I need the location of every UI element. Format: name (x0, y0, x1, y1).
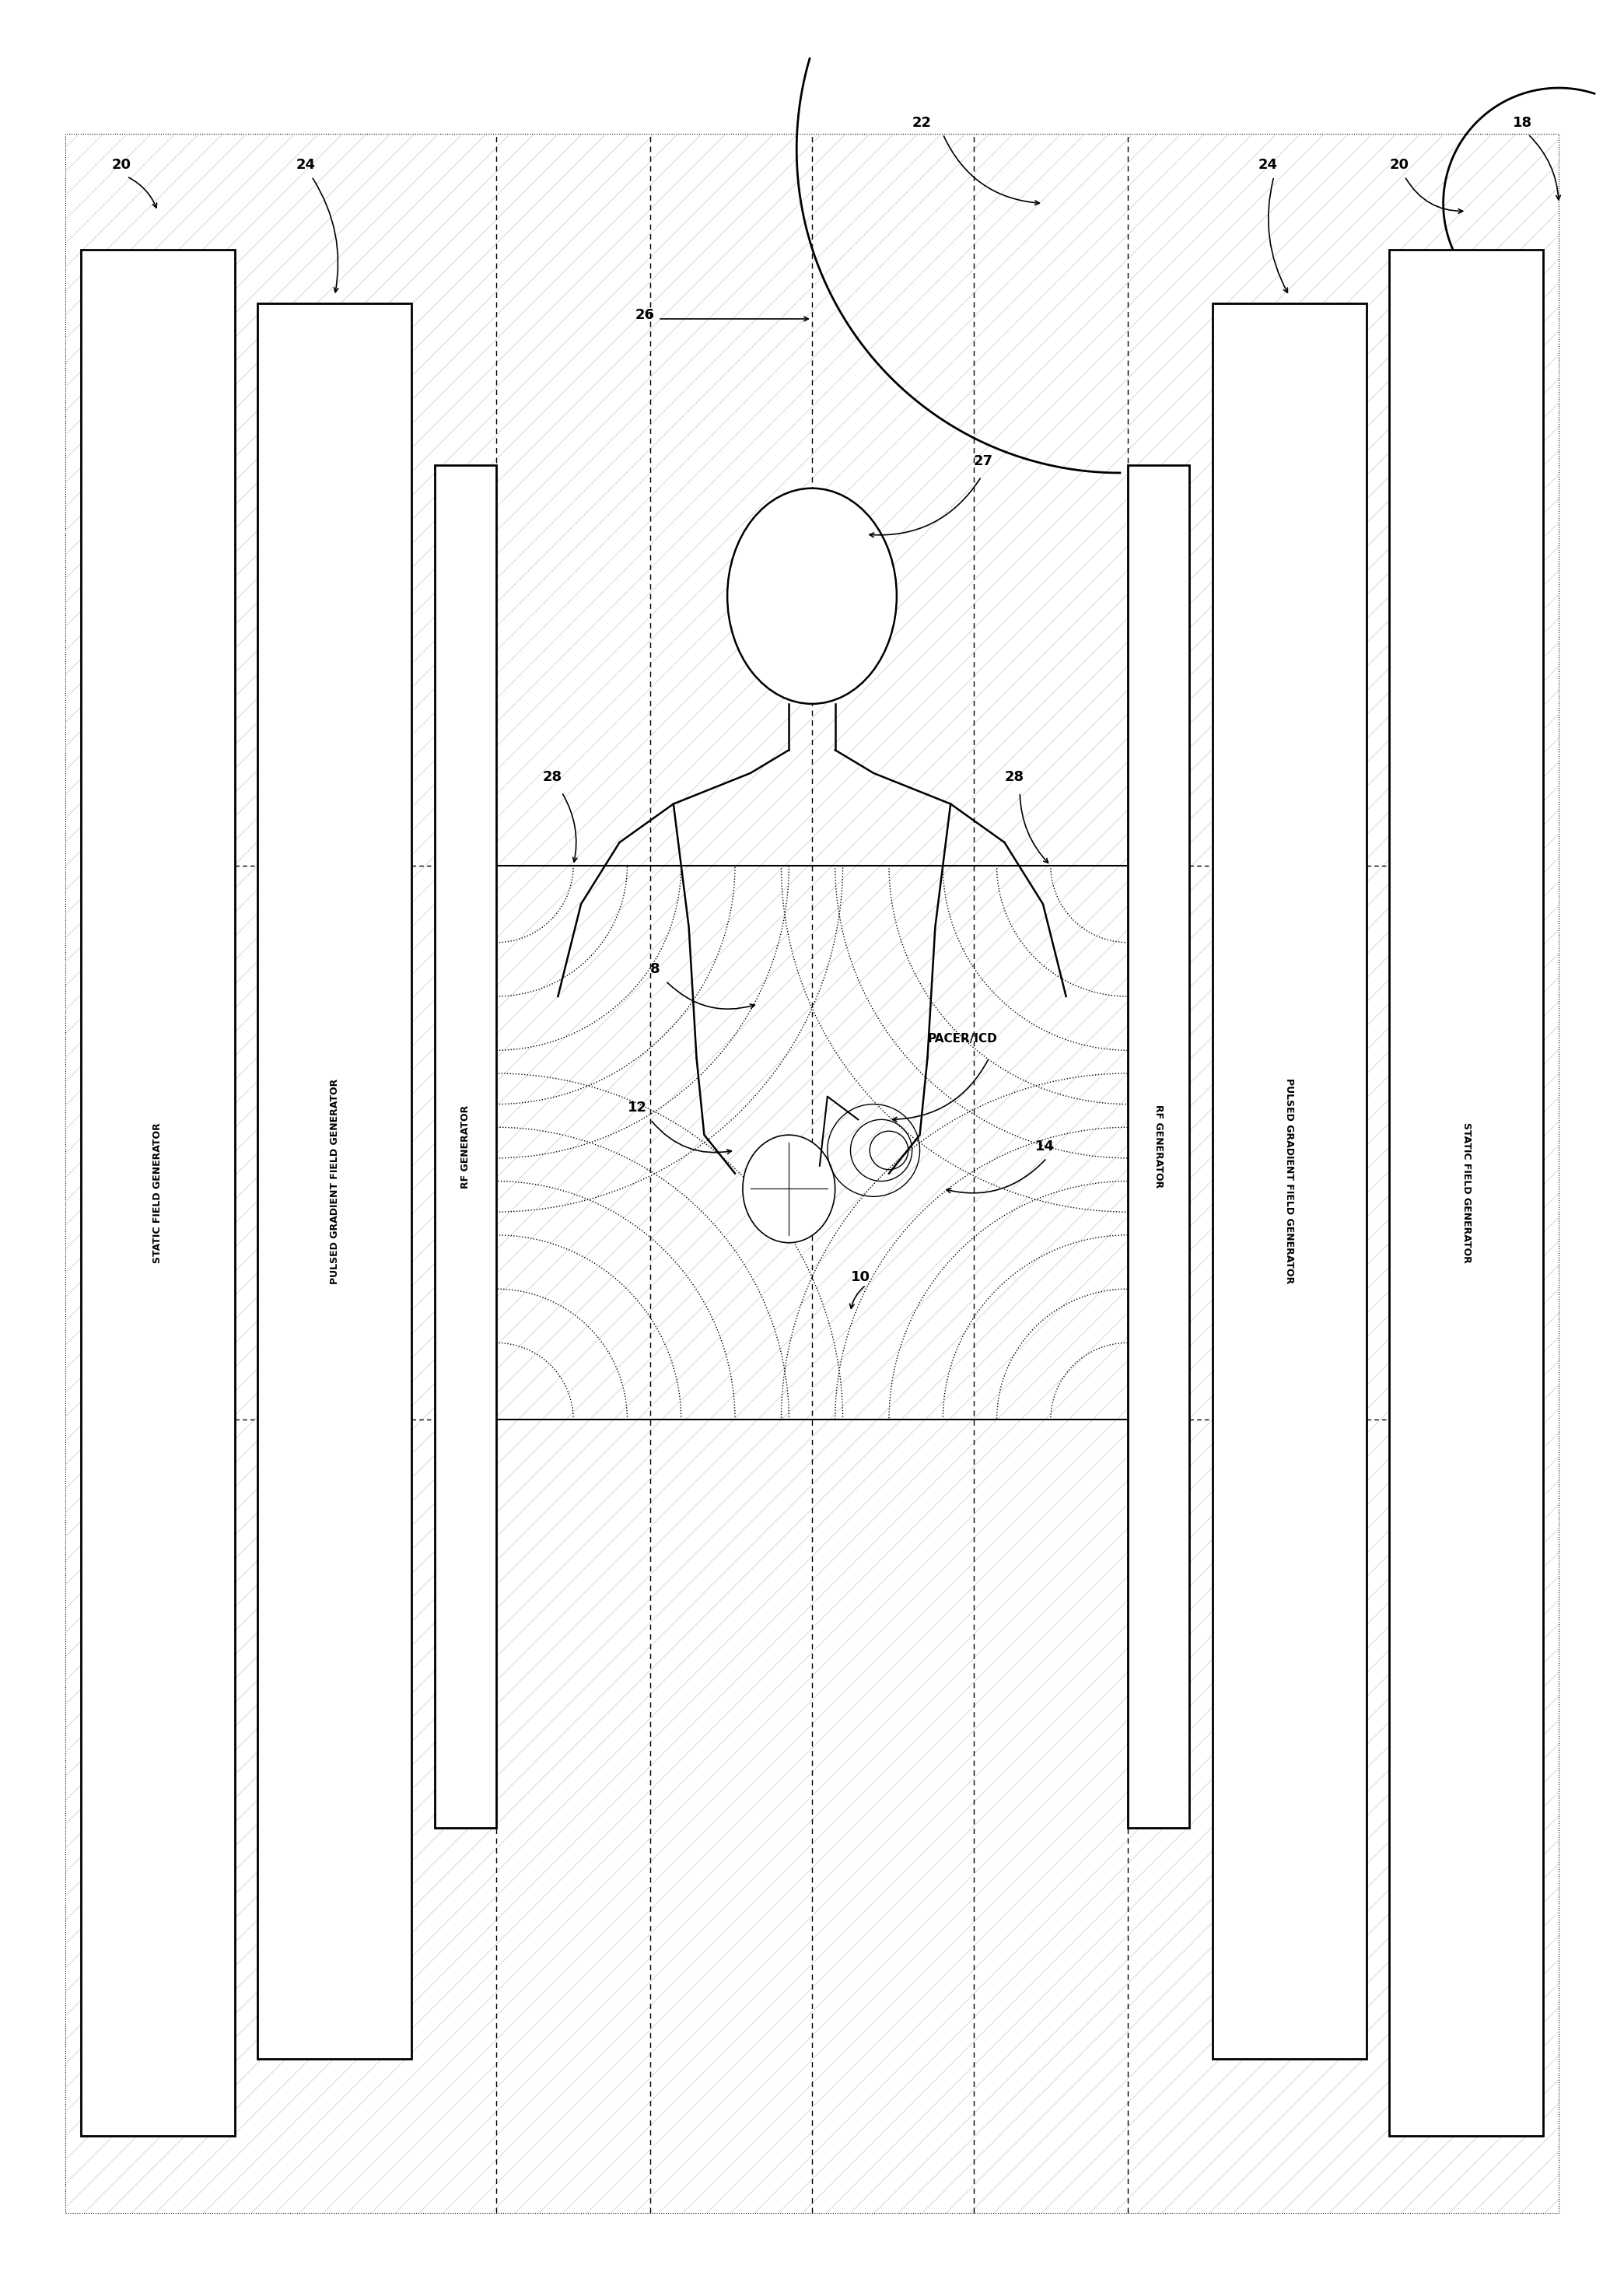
Text: PACER/ICD: PACER/ICD (927, 1034, 997, 1046)
Text: 22: 22 (913, 115, 932, 128)
Text: PULSED GRADIENT FIELD GENERATOR: PULSED GRADIENT FIELD GENERATOR (330, 1078, 339, 1284)
Text: 8: 8 (650, 963, 659, 977)
Text: 27: 27 (974, 454, 994, 468)
Text: RF GENERATOR: RF GENERATOR (1153, 1105, 1163, 1188)
Text: 26: 26 (635, 307, 654, 321)
Text: 12: 12 (627, 1101, 646, 1114)
Ellipse shape (728, 488, 896, 704)
Text: STATIC FIELD GENERATOR: STATIC FIELD GENERATOR (153, 1121, 162, 1263)
Text: 24: 24 (296, 158, 315, 172)
Bar (435, 465, 497, 1828)
Text: 14: 14 (1034, 1140, 1054, 1153)
Bar (81, 250, 234, 2135)
Text: 10: 10 (851, 1270, 870, 1284)
Text: 20: 20 (1390, 158, 1410, 172)
Text: 18: 18 (1512, 115, 1531, 128)
Bar (1390, 250, 1543, 2135)
Bar (1212, 303, 1366, 2059)
Ellipse shape (742, 1135, 835, 1243)
Text: 20: 20 (112, 158, 132, 172)
Text: STATIC FIELD GENERATOR: STATIC FIELD GENERATOR (1462, 1121, 1471, 1263)
Text: PULSED GRADIENT FIELD GENERATOR: PULSED GRADIENT FIELD GENERATOR (1285, 1078, 1294, 1284)
Bar (1127, 465, 1189, 1828)
Text: RF GENERATOR: RF GENERATOR (461, 1105, 471, 1188)
Text: 28: 28 (1005, 770, 1025, 784)
Text: 24: 24 (1259, 158, 1278, 172)
Text: 28: 28 (542, 770, 562, 784)
Bar (258, 303, 412, 2059)
